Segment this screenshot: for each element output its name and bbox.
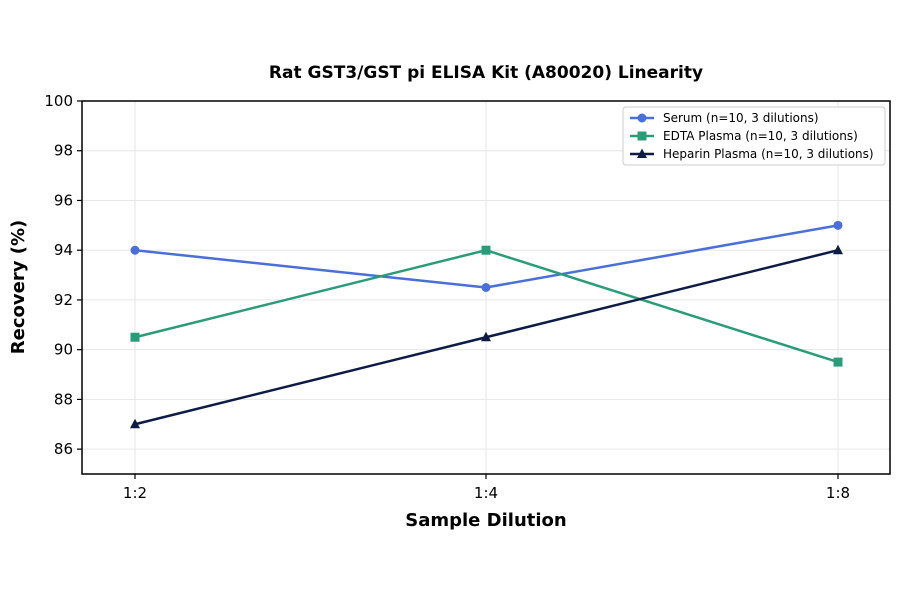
x-tick-label: 1:2 xyxy=(123,484,147,502)
data-point-series-1 xyxy=(481,245,491,255)
chart-title: Rat GST3/GST pi ELISA Kit (A80020) Linea… xyxy=(269,63,703,83)
legend-label-1: EDTA Plasma (n=10, 3 dilutions) xyxy=(663,129,858,143)
y-axis-label: Recovery (%) xyxy=(8,220,29,354)
data-point-series-2 xyxy=(481,331,491,342)
y-tick-label: 98 xyxy=(54,142,73,160)
data-point-series-2 xyxy=(130,418,140,429)
y-tick-label: 94 xyxy=(54,241,73,259)
y-tick-label: 90 xyxy=(54,341,73,359)
y-tick-label: 88 xyxy=(54,390,73,408)
legend-label-2: Heparin Plasma (n=10, 3 dilutions) xyxy=(663,147,874,161)
y-tick-label: 92 xyxy=(54,291,73,309)
legend-marker-2 xyxy=(637,148,647,158)
x-tick-label: 1:4 xyxy=(474,484,498,502)
series-lines xyxy=(130,220,843,429)
legend-box xyxy=(622,106,886,166)
data-point-series-0 xyxy=(130,245,140,255)
data-point-series-1 xyxy=(833,357,843,367)
y-axis-ticks: 86 88 90 92 94 96 98 100 xyxy=(44,92,82,458)
legend-label-0: Serum (n=10, 3 dilutions) xyxy=(663,111,819,125)
y-tick-label: 86 xyxy=(54,440,73,458)
x-tick-label: 1:8 xyxy=(826,484,850,502)
legend-marker-1 xyxy=(637,131,647,141)
x-axis-label: Sample Dilution xyxy=(405,510,566,531)
y-tick-label: 100 xyxy=(44,92,73,110)
legend: Serum (n=10, 3 dilutions) EDTA Plasma (n=… xyxy=(622,106,886,166)
data-point-series-0 xyxy=(481,283,491,292)
data-point-series-2 xyxy=(833,244,843,255)
x-axis-ticks: 1:2 1:4 1:8 xyxy=(123,474,850,502)
data-point-series-1 xyxy=(130,332,140,342)
legend-marker-0 xyxy=(637,113,647,123)
data-point-series-0 xyxy=(833,220,843,230)
y-tick-label: 96 xyxy=(54,191,73,209)
